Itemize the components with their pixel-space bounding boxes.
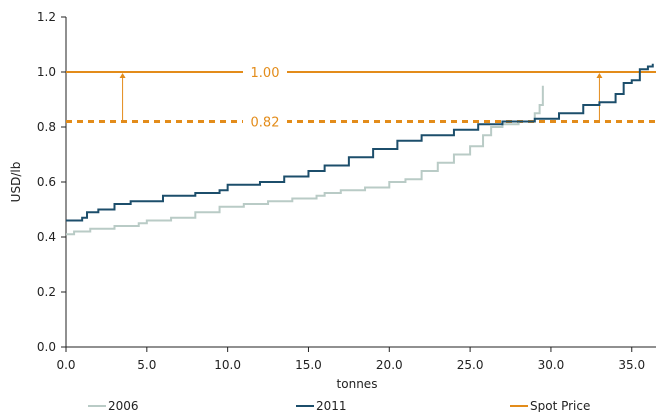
difference-arrow-head bbox=[119, 73, 126, 78]
legend-label: Spot Price bbox=[530, 399, 590, 412]
reference-lines bbox=[66, 71, 656, 123]
legend-label: 2006 bbox=[108, 399, 139, 412]
y-axis-title: USD/lb bbox=[9, 162, 23, 203]
legend-label: 2011 bbox=[316, 399, 347, 412]
y-tick-label: 0.2 bbox=[37, 285, 56, 299]
difference-arrow-head bbox=[596, 73, 603, 78]
y-tick-label: 0.6 bbox=[37, 175, 56, 189]
series-lines bbox=[66, 63, 654, 236]
x-tick-label: 0.0 bbox=[56, 358, 75, 372]
y-tick-label: 0.8 bbox=[37, 120, 56, 134]
x-tick-label: 15.0 bbox=[295, 358, 322, 372]
reference-label: 0.82 bbox=[251, 116, 280, 131]
x-tick-label: 10.0 bbox=[214, 358, 241, 372]
reference-label-bg bbox=[243, 113, 287, 130]
x-tick-label: 30.0 bbox=[538, 358, 565, 372]
y-tick-label: 1.0 bbox=[37, 65, 56, 79]
x-tick-label: 20.0 bbox=[376, 358, 403, 372]
x-tick-label: 25.0 bbox=[457, 358, 484, 372]
y-tick-label: 1.2 bbox=[37, 10, 56, 24]
reference-label: 1.00 bbox=[251, 66, 280, 81]
x-tick-label: 35.0 bbox=[618, 358, 645, 372]
reference-label-bg bbox=[243, 64, 287, 80]
axes: 0.0 0.2 0.4 0.6 0.8 1.0 1.2 0.0 5.0 10.0 15.0 20.0 2… bbox=[9, 10, 656, 391]
legend: 2006 2011 Spot Price bbox=[88, 399, 590, 412]
y-tick-label: 0.0 bbox=[37, 340, 56, 354]
x-tick-label: 5.0 bbox=[137, 358, 156, 372]
reference-labels: 1.00 0.82 bbox=[243, 64, 287, 131]
x-axis-title: tonnes bbox=[337, 377, 378, 391]
series-line-2011 bbox=[66, 63, 654, 222]
series-line-2006 bbox=[66, 85, 544, 236]
y-tick-label: 0.4 bbox=[37, 230, 56, 244]
